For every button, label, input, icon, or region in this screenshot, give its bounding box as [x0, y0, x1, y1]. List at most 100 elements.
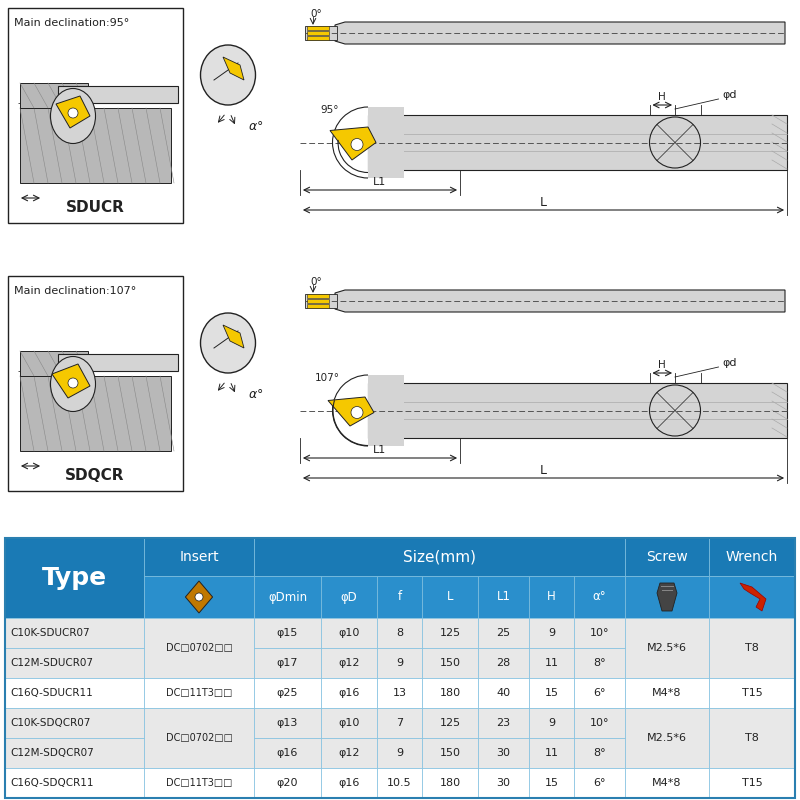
- Bar: [377, 768, 422, 798]
- Text: 6°: 6°: [594, 688, 606, 698]
- Bar: [321, 678, 377, 708]
- Polygon shape: [20, 376, 171, 451]
- Text: 10°: 10°: [590, 628, 610, 638]
- Text: $\alpha$°: $\alpha$°: [248, 121, 263, 134]
- Text: L1: L1: [497, 590, 510, 603]
- Text: 10°: 10°: [590, 718, 610, 728]
- Bar: [422, 576, 478, 618]
- Text: M2.5*6: M2.5*6: [647, 733, 687, 743]
- Text: DC□11T3□□: DC□11T3□□: [166, 778, 232, 788]
- Text: 7: 7: [396, 718, 403, 728]
- Bar: [144, 576, 254, 618]
- Text: T15: T15: [742, 688, 762, 698]
- Text: C12M-SDQCR07: C12M-SDQCR07: [10, 748, 94, 758]
- Bar: [709, 538, 795, 576]
- Text: SDQCR: SDQCR: [66, 469, 125, 483]
- Bar: [478, 738, 529, 768]
- Text: DC□0702□□: DC□0702□□: [166, 733, 233, 743]
- Bar: [574, 768, 625, 798]
- Bar: [478, 768, 529, 798]
- Bar: [478, 648, 529, 678]
- Text: 15: 15: [545, 778, 558, 788]
- Bar: [144, 538, 254, 576]
- Polygon shape: [307, 36, 329, 40]
- Text: φ16: φ16: [277, 748, 298, 758]
- Bar: [254, 678, 321, 708]
- Polygon shape: [52, 364, 90, 398]
- Text: 15: 15: [545, 688, 558, 698]
- Bar: [574, 738, 625, 768]
- Bar: [321, 648, 377, 678]
- Polygon shape: [657, 583, 677, 611]
- Bar: [8, 8, 183, 223]
- Bar: [709, 678, 795, 708]
- Bar: [709, 768, 795, 798]
- Bar: [254, 708, 321, 738]
- Text: 9: 9: [396, 658, 403, 668]
- Polygon shape: [307, 299, 329, 303]
- Text: Screw: Screw: [646, 550, 688, 564]
- Text: 0°: 0°: [310, 9, 322, 19]
- Text: φD: φD: [341, 590, 358, 603]
- Text: 30: 30: [497, 748, 510, 758]
- Bar: [254, 648, 321, 678]
- Bar: [478, 708, 529, 738]
- Polygon shape: [307, 26, 329, 30]
- Bar: [5, 678, 144, 708]
- Polygon shape: [20, 351, 88, 376]
- Bar: [625, 768, 709, 798]
- Polygon shape: [740, 583, 766, 611]
- Text: 125: 125: [439, 628, 461, 638]
- Text: H: H: [658, 360, 666, 370]
- Polygon shape: [58, 86, 178, 103]
- Text: C10K-SDQCR07: C10K-SDQCR07: [10, 718, 90, 728]
- Text: Main declination:95°: Main declination:95°: [14, 18, 130, 28]
- Text: 180: 180: [439, 688, 461, 698]
- Circle shape: [195, 593, 203, 601]
- Bar: [709, 618, 795, 678]
- Bar: [144, 708, 254, 768]
- Text: 125: 125: [439, 718, 461, 728]
- Bar: [529, 768, 574, 798]
- Text: φ25: φ25: [277, 688, 298, 698]
- Bar: [377, 618, 422, 648]
- Text: 40: 40: [497, 688, 510, 698]
- Bar: [377, 576, 422, 618]
- Text: T8: T8: [745, 733, 759, 743]
- Text: φ17: φ17: [277, 658, 298, 668]
- Bar: [254, 738, 321, 768]
- Bar: [321, 708, 377, 738]
- Bar: [422, 708, 478, 738]
- Text: φ12: φ12: [338, 748, 360, 758]
- Text: 10.5: 10.5: [387, 778, 412, 788]
- Ellipse shape: [50, 89, 95, 143]
- Text: φd: φd: [722, 90, 737, 100]
- Text: α°: α°: [593, 590, 606, 603]
- Text: 95°: 95°: [320, 105, 338, 115]
- Bar: [321, 738, 377, 768]
- Bar: [478, 576, 529, 618]
- Bar: [321, 576, 377, 618]
- Bar: [574, 648, 625, 678]
- Text: 8°: 8°: [593, 748, 606, 758]
- Text: L: L: [540, 463, 547, 477]
- Text: φd: φd: [722, 358, 737, 368]
- Text: Main declination:107°: Main declination:107°: [14, 286, 136, 296]
- Text: $\alpha$°: $\alpha$°: [248, 389, 263, 402]
- Polygon shape: [305, 26, 337, 40]
- Bar: [321, 618, 377, 648]
- Text: φ16: φ16: [338, 688, 360, 698]
- Bar: [625, 538, 709, 576]
- Text: 30: 30: [497, 778, 510, 788]
- Bar: [529, 738, 574, 768]
- Text: 9: 9: [396, 748, 403, 758]
- Bar: [377, 708, 422, 738]
- Text: Type: Type: [42, 566, 107, 590]
- Circle shape: [351, 138, 363, 150]
- Text: 13: 13: [393, 688, 406, 698]
- Bar: [254, 768, 321, 798]
- Ellipse shape: [50, 357, 95, 411]
- Text: C12M-SDUCR07: C12M-SDUCR07: [10, 658, 93, 668]
- Circle shape: [351, 406, 363, 418]
- Text: 9: 9: [548, 718, 555, 728]
